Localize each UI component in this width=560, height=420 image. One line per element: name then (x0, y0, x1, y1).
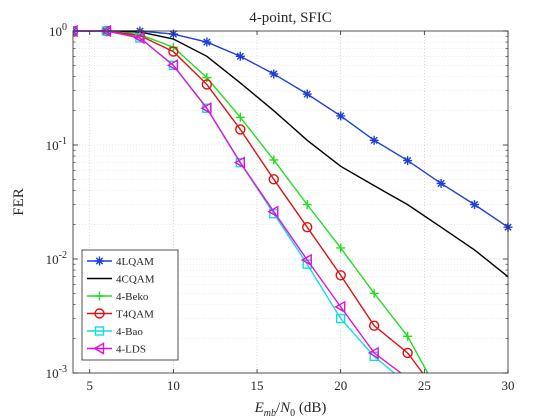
data-point (470, 200, 480, 210)
data-point (403, 331, 413, 341)
data-point (369, 135, 379, 145)
data-point (201, 79, 213, 90)
data-point (168, 46, 179, 57)
legend-marker (95, 256, 104, 266)
data-point (269, 155, 279, 165)
data-point (202, 73, 212, 83)
y-axis-label: FER (11, 188, 27, 216)
series-4cqam (73, 30, 509, 278)
legend-marker (93, 342, 105, 355)
data-point (368, 320, 380, 331)
data-point (269, 69, 279, 79)
plot-frame (72, 30, 509, 374)
data-point (235, 51, 245, 61)
x-tick-label: 25 (418, 378, 431, 393)
y-tick-label: 10-2 (46, 250, 67, 267)
data-point (402, 347, 413, 359)
x-tick-label: 20 (334, 378, 347, 393)
chart-title: 4-point, SFIC (249, 10, 332, 26)
legend-label: T4QAM (116, 309, 154, 321)
data-point (235, 112, 245, 122)
data-point (369, 288, 379, 298)
legend-entry: 4LQAM (87, 256, 154, 268)
legend-marker (94, 308, 105, 319)
series-line (73, 30, 429, 373)
y-tick-label: 10-1 (46, 136, 67, 153)
data-point (367, 346, 379, 360)
x-tick-label: 5 (86, 378, 93, 393)
series-4lqam (73, 26, 513, 232)
legend-label: 4CQAM (116, 274, 155, 286)
data-point (334, 300, 346, 314)
series-line (73, 30, 424, 373)
data-point (336, 111, 346, 121)
legend-label: 4-Beko (116, 291, 149, 303)
series-layer (73, 25, 513, 373)
data-point (268, 174, 279, 185)
y-tick-label: 100 (49, 22, 67, 39)
data-point (302, 222, 313, 233)
data-point (200, 102, 212, 115)
x-tick-label: 30 (502, 378, 515, 393)
x-tick-label: 10 (167, 378, 180, 393)
legend-entry: 4CQAM (87, 274, 155, 286)
legend-entry: T4QAM (87, 308, 154, 321)
data-point (436, 178, 446, 188)
x-axis-label: Emb/N0 (dB) (254, 400, 327, 419)
legend: 4LQAM 4CQAM 4-Beko T4QAM 4-Bao 4-LDS (81, 249, 179, 361)
legend-entry: 4-Bao (87, 326, 143, 338)
data-point (267, 205, 279, 218)
x-tick-label: 15 (251, 378, 264, 393)
data-point (403, 156, 413, 166)
legend-label: 4LQAM (116, 256, 154, 268)
series-4-lds (73, 25, 402, 373)
legend-entry: 4-Beko (87, 291, 149, 303)
data-point (133, 31, 145, 45)
series-line (73, 30, 509, 228)
data-point (235, 124, 246, 135)
legend-box (81, 249, 179, 361)
legend-marker (95, 291, 104, 301)
legend-label: 4-Bao (116, 326, 143, 338)
legend-label: 4-LDS (116, 344, 146, 356)
series-line (73, 30, 509, 278)
data-point (166, 59, 179, 72)
data-point (336, 243, 346, 253)
legend-entry: 4-LDS (87, 342, 146, 356)
data-point (300, 253, 312, 267)
y-tick-label: 10-3 (46, 364, 67, 381)
legend-marker (94, 326, 105, 336)
data-point (302, 200, 312, 210)
series-line (73, 30, 402, 373)
axis-ticks: 5 10 15 20 25 30 100 10-1 10-2 10-3 (46, 22, 515, 393)
data-point (335, 270, 346, 281)
data-point (202, 37, 212, 47)
data-point (335, 313, 346, 324)
data-point (233, 156, 246, 169)
data-point (302, 89, 312, 99)
